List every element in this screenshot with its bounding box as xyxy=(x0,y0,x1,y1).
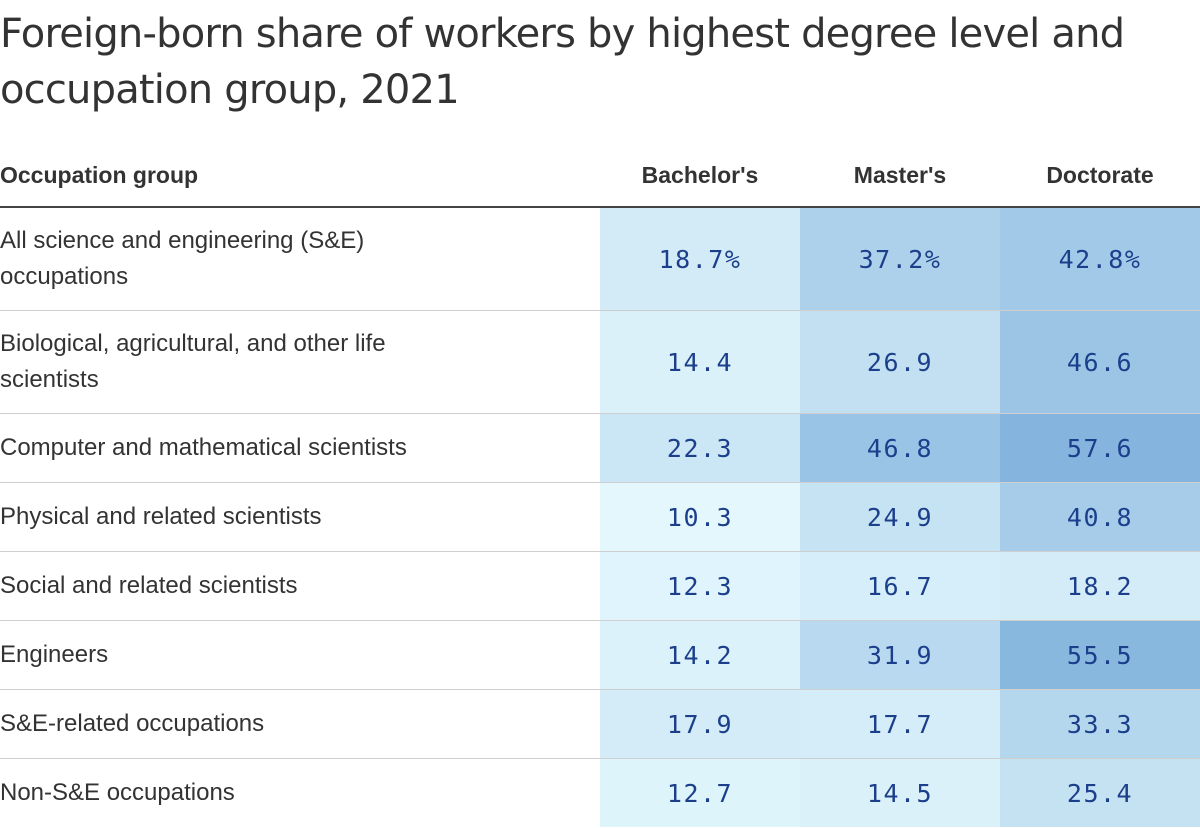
heat-cell: 31.9 xyxy=(800,620,1000,690)
heat-cell: 46.6 xyxy=(1000,310,1200,414)
table-row: Engineers 14.2 31.9 55.5 xyxy=(0,620,1200,690)
heat-cell: 17.7 xyxy=(800,689,1000,759)
table-row: Computer and mathematical scientists 22.… xyxy=(0,413,1200,483)
heat-cell: 42.8% xyxy=(1000,207,1200,311)
heat-cell: 40.8 xyxy=(1000,482,1200,552)
heat-cell: 10.3 xyxy=(600,482,800,552)
occupation-label: S&E-related occupations xyxy=(0,689,600,759)
heat-cell: 57.6 xyxy=(1000,413,1200,483)
heat-cell: 17.9 xyxy=(600,689,800,759)
column-header-doctorate: Doctorate xyxy=(1000,144,1200,208)
heat-cell: 12.7 xyxy=(600,758,800,827)
table-row: Physical and related scientists 10.3 24.… xyxy=(0,482,1200,552)
table-row: Non-S&E occupations 12.7 14.5 25.4 xyxy=(0,758,1200,827)
heat-cell: 12.3 xyxy=(600,551,800,621)
heat-cell: 14.5 xyxy=(800,758,1000,827)
heat-cell: 46.8 xyxy=(800,413,1000,483)
header-row: Occupation group Bachelor's Master's Doc… xyxy=(0,144,1200,208)
column-header-bachelors: Bachelor's xyxy=(600,144,800,208)
table-row: S&E-related occupations 17.9 17.7 33.3 xyxy=(0,689,1200,759)
heatmap-table: Occupation group Bachelor's Master's Doc… xyxy=(0,144,1200,827)
table-row: Social and related scientists 12.3 16.7 … xyxy=(0,551,1200,621)
chart-title: Foreign-born share of workers by highest… xyxy=(0,11,1125,113)
occupation-label: Social and related scientists xyxy=(0,551,600,621)
heat-cell: 16.7 xyxy=(800,551,1000,621)
occupation-label: All science and engineering (S&E) occupa… xyxy=(0,207,600,311)
heat-cell: 18.2 xyxy=(1000,551,1200,621)
heat-cell: 18.7% xyxy=(600,207,800,311)
heat-cell: 37.2% xyxy=(800,207,1000,311)
occupation-label: Non-S&E occupations xyxy=(0,779,235,806)
heat-cell: 25.4 xyxy=(1000,758,1200,827)
column-header-occupation: Occupation group xyxy=(0,144,600,208)
occupation-label: Biological, agricultural, and other life… xyxy=(0,310,600,414)
table-row: Biological, agricultural, and other life… xyxy=(0,310,1200,414)
heat-cell: 14.2 xyxy=(600,620,800,690)
heat-cell: 33.3 xyxy=(1000,689,1200,759)
heat-cell: 24.9 xyxy=(800,482,1000,552)
occupation-label: Physical and related scientists xyxy=(0,482,600,552)
column-header-masters: Master's xyxy=(800,144,1000,208)
heat-cell: 26.9 xyxy=(800,310,1000,414)
heat-cell: 14.4 xyxy=(600,310,800,414)
table-row: All science and engineering (S&E) occupa… xyxy=(0,207,1200,311)
heat-cell: 22.3 xyxy=(600,413,800,483)
occupation-label: Engineers xyxy=(0,620,600,690)
occupation-label: Computer and mathematical scientists xyxy=(0,413,600,483)
heat-cell: 55.5 xyxy=(1000,620,1200,690)
